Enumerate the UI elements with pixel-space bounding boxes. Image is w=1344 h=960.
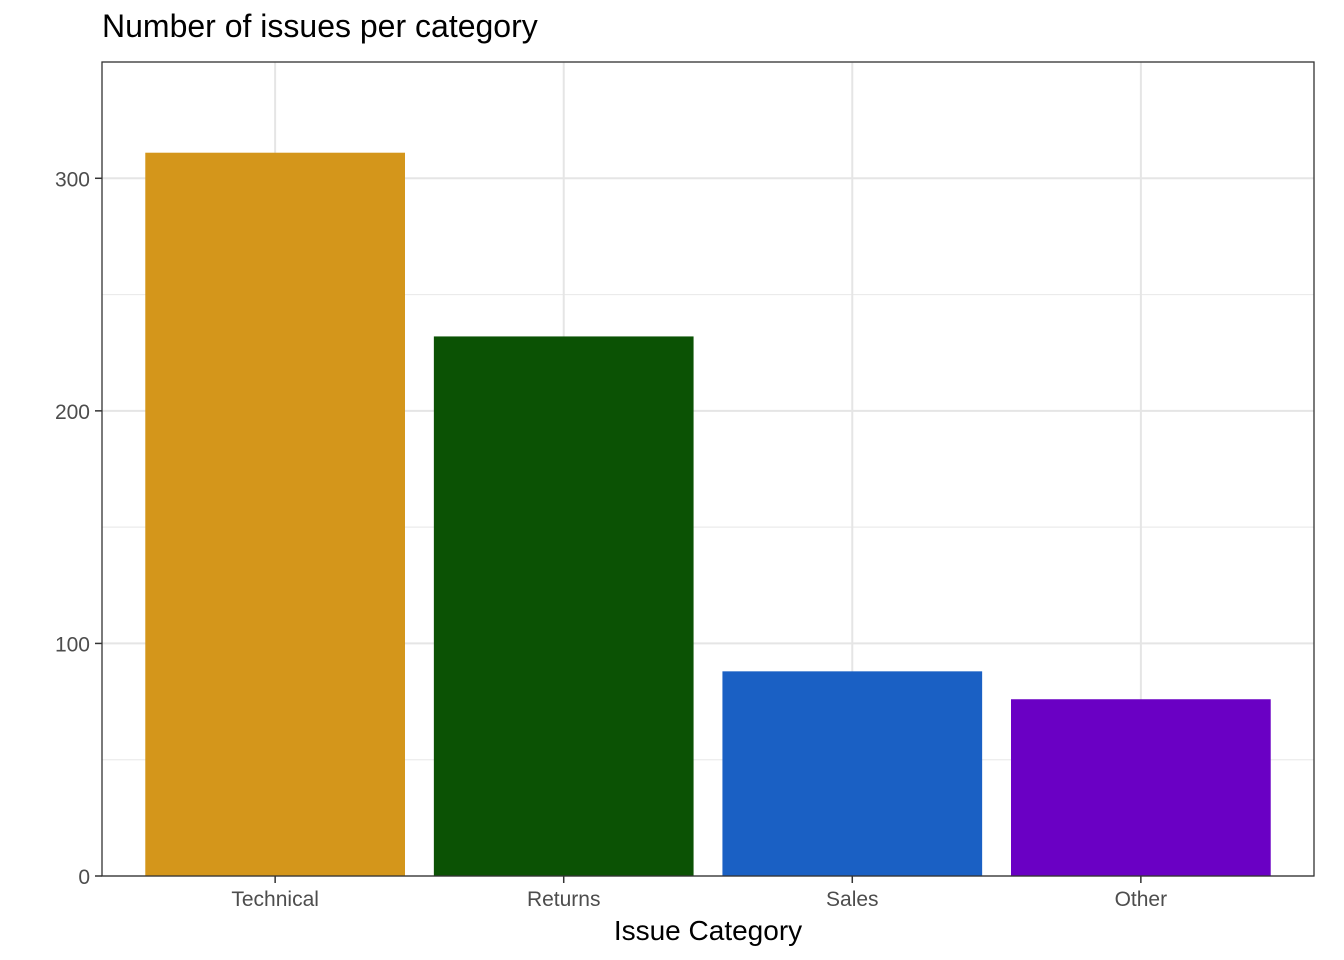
- bars: [145, 152, 1271, 876]
- x-axis: Technical Returns Sales Other: [231, 876, 1167, 911]
- x-axis-title: Issue Category: [614, 915, 802, 946]
- y-axis: 0 100 200 300: [55, 168, 102, 889]
- x-tick-label: Technical: [231, 888, 319, 911]
- bar-other: [1011, 699, 1271, 876]
- y-tick-label: 300: [55, 168, 90, 191]
- panel-border: [101, 61, 1315, 877]
- bar-returns: [433, 336, 694, 876]
- y-tick-label: 200: [55, 401, 90, 424]
- x-tick-label: Sales: [826, 888, 879, 911]
- bar-technical: [145, 152, 406, 876]
- y-tick-label: 100: [55, 633, 90, 656]
- x-tick-label: Other: [1115, 888, 1168, 911]
- x-tick-label: Returns: [527, 888, 601, 911]
- y-tick-label: 0: [78, 866, 90, 889]
- bar-sales: [722, 671, 983, 876]
- chart-title: Number of issues per category: [102, 8, 538, 44]
